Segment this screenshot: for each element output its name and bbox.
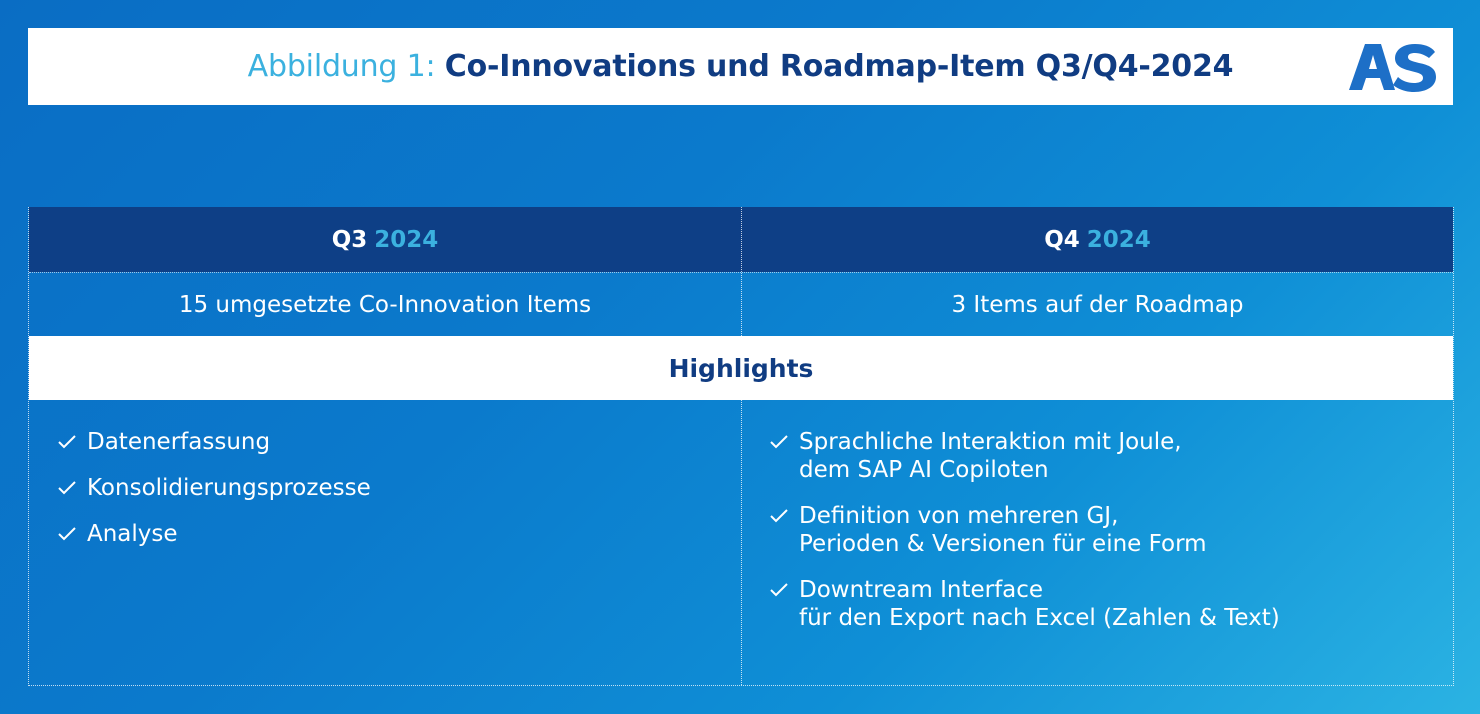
summary-text: 3 Items auf der Roadmap (951, 291, 1244, 318)
header-bar: Abbildung 1: Co-Innovations und Roadmap-… (28, 28, 1453, 105)
list-item-text: Analyse (87, 521, 178, 547)
list-item-text: für den Export nach Excel (Zahlen & Text… (799, 605, 1280, 631)
highlights-list-q4: Sprachliche Interaktion mit Joule, dem S… (742, 400, 1453, 632)
check-icon (770, 435, 788, 449)
table-header-row: Q3 2024 Q4 2024 (29, 207, 1453, 272)
list-item-text: Konsolidierungsprozesse (87, 475, 371, 501)
list-item-text: Perioden & Versionen für eine Form (799, 531, 1207, 557)
summary-cell-q4: 3 Items auf der Roadmap (741, 273, 1453, 336)
list-item-text: dem SAP AI Copiloten (799, 457, 1049, 483)
page-title: Abbildung 1: Co-Innovations und Roadmap-… (28, 28, 1453, 105)
check-icon (770, 583, 788, 597)
check-icon (58, 527, 76, 541)
list-item: Sprachliche Interaktion mit Joule, dem S… (769, 428, 1453, 484)
title-prefix: Abbildung 1: (247, 49, 436, 84)
summary-cell-q3: 15 umgesetzte Co-Innovation Items (29, 273, 741, 336)
list-item-text: Sprachliche Interaktion mit Joule, (799, 429, 1182, 455)
check-icon (770, 509, 788, 523)
list-item: Konsolidierungsprozesse (57, 474, 741, 502)
quarter-year: 2024 (374, 226, 439, 253)
header-cell-q4: Q4 2024 (741, 207, 1453, 272)
list-item-text: Downtream Interface (799, 577, 1044, 603)
quarter-label: Q3 (331, 226, 368, 253)
check-icon (58, 481, 76, 495)
header-cell-q3: Q3 2024 (29, 207, 741, 272)
list-item: Analyse (57, 520, 741, 548)
highlights-row: Highlights (29, 336, 1453, 400)
summary-row: 15 umgesetzte Co-Innovation Items 3 Item… (29, 272, 1453, 336)
highlights-body-row: Datenerfassung Konsolidierungsprozesse A… (29, 400, 1453, 685)
list-item: Datenerfassung (57, 428, 741, 456)
highlights-cell-q4: Sprachliche Interaktion mit Joule, dem S… (741, 400, 1453, 685)
highlights-title: Highlights (668, 353, 814, 383)
list-item-text: Definition von mehreren GJ, (799, 503, 1119, 529)
as-logo (1347, 42, 1439, 92)
check-icon (58, 435, 76, 449)
highlights-cell-q3: Datenerfassung Konsolidierungsprozesse A… (29, 400, 741, 685)
highlights-list-q3: Datenerfassung Konsolidierungsprozesse A… (29, 400, 741, 548)
quarter-year: 2024 (1086, 226, 1151, 253)
summary-text: 15 umgesetzte Co-Innovation Items (178, 291, 592, 318)
list-item-text: Datenerfassung (87, 429, 271, 455)
comparison-table: Q3 2024 Q4 2024 15 umgesetzte Co-Innovat… (28, 207, 1454, 686)
title-main: Co-Innovations und Roadmap-Item Q3/Q4-20… (444, 49, 1234, 84)
list-item: Downtream Interface für den Export nach … (769, 576, 1453, 632)
list-item: Definition von mehreren GJ, Perioden & V… (769, 502, 1453, 558)
quarter-label: Q4 (1044, 226, 1080, 253)
